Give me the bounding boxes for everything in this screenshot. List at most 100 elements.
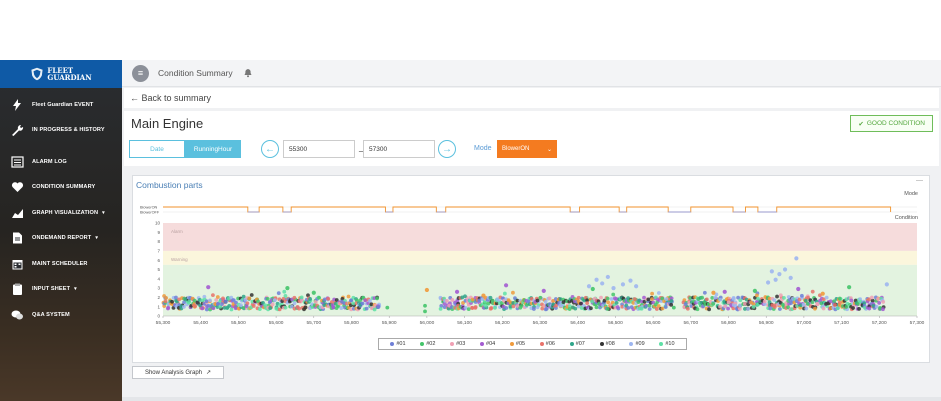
legend-item[interactable]: #04 — [480, 341, 495, 347]
list-icon — [10, 156, 24, 168]
data-point — [215, 305, 220, 309]
tab-running-hour[interactable]: RunningHour — [185, 140, 241, 158]
data-point — [609, 297, 614, 301]
data-point — [360, 301, 365, 306]
sidebar-item-condition-summary[interactable]: CONDITION SUMMARY — [0, 175, 122, 201]
data-point — [767, 300, 772, 305]
legend-item[interactable]: #06 — [539, 341, 555, 347]
data-point — [292, 301, 297, 306]
data-point — [606, 300, 610, 305]
legend-item[interactable]: #07 — [569, 341, 585, 347]
data-point — [620, 282, 626, 287]
x-tick-label: 56,500 — [608, 320, 623, 326]
data-point — [647, 307, 652, 311]
x-tick-label: 56,400 — [570, 320, 585, 326]
data-point — [639, 306, 644, 311]
legend-swatch — [420, 342, 425, 346]
data-point — [257, 307, 262, 311]
x-tick-label: 55,300 — [156, 320, 171, 326]
sidebar-item-maint-scheduler[interactable]: MAINT SCHEDULER — [0, 251, 122, 277]
data-point — [326, 296, 331, 301]
data-point — [660, 306, 665, 311]
data-point — [249, 293, 254, 297]
data-point — [317, 295, 321, 300]
data-point — [473, 305, 478, 310]
data-point — [519, 303, 524, 308]
range-to-input[interactable] — [363, 140, 435, 158]
y-tick-label: 7 — [157, 249, 160, 254]
data-point — [722, 289, 727, 294]
data-point — [756, 296, 760, 301]
sidebar-item-graph-visualization[interactable]: GRAPH VISUALIZATION ▾ — [0, 200, 122, 226]
data-point — [368, 298, 372, 303]
data-point — [835, 306, 840, 311]
data-point — [244, 304, 249, 309]
data-point — [270, 302, 275, 307]
legend-item[interactable]: #10 — [659, 341, 675, 347]
sidebar-item-alarm-log[interactable]: ALARM LOG — [0, 149, 122, 175]
data-point — [867, 306, 872, 311]
data-point — [605, 306, 610, 311]
data-point — [743, 307, 747, 311]
prev-range-button[interactable]: ← — [261, 140, 279, 158]
data-point — [376, 305, 381, 309]
legend-item[interactable]: #05 — [509, 341, 525, 347]
data-point — [881, 307, 885, 312]
data-point — [685, 306, 690, 311]
sidebar-item-input-sheet[interactable]: INPUT SHEET ▾ — [0, 277, 122, 303]
data-point — [544, 306, 549, 311]
heartbeat-icon — [10, 181, 24, 193]
sidebar-item-fleet-guardian-event[interactable]: Fleet Guardian EVENT — [0, 92, 122, 118]
legend-item[interactable]: #08 — [599, 341, 615, 347]
y-tick-label: 5 — [157, 267, 160, 272]
bell-icon[interactable] — [243, 68, 253, 78]
sidebar-item-ondemand-report[interactable]: ONDEMAND REPORT ▾ — [0, 226, 122, 252]
minimize-button[interactable]: — — [916, 177, 923, 184]
legend-label: #04 — [486, 341, 496, 347]
sidebar-item-q-a-system[interactable]: Q&A SYSTEM — [0, 302, 122, 328]
condition-status-button[interactable]: ✔ GOOD CONDITION — [850, 115, 933, 132]
range-from-input[interactable] — [283, 140, 355, 158]
mode-state-label: BlowerON — [140, 206, 158, 210]
data-point — [494, 301, 499, 306]
data-point — [832, 303, 837, 307]
x-tick-label: 55,600 — [269, 320, 284, 326]
x-tick-label: 57,300 — [910, 320, 925, 326]
data-point — [777, 307, 782, 311]
mode-select[interactable]: BlowerON ⌄ — [497, 140, 557, 158]
data-point — [803, 298, 808, 303]
legend-item[interactable]: #02 — [420, 341, 435, 347]
sidebar-item-label: ALARM LOG — [32, 158, 67, 165]
data-point — [445, 299, 449, 303]
back-to-summary-link[interactable]: ← Back to summary — [124, 88, 939, 108]
menu-toggle-button[interactable]: ≡ — [132, 64, 149, 82]
data-point — [874, 304, 879, 309]
sidebar-item-label: Fleet Guardian EVENT — [32, 101, 94, 108]
tab-date[interactable]: Date — [129, 140, 185, 158]
data-point — [752, 288, 757, 293]
data-point — [650, 291, 654, 296]
legend-item[interactable]: #01 — [390, 341, 406, 347]
x-tick-label: 55,800 — [344, 320, 359, 326]
data-point — [589, 306, 593, 311]
data-point — [493, 305, 497, 310]
mode-state-label: BlowerOFF — [140, 211, 160, 215]
data-point — [531, 307, 536, 311]
brand-logo[interactable]: FLEET GUARDIAN — [0, 60, 122, 88]
next-range-button[interactable]: → — [438, 140, 456, 158]
data-point — [297, 306, 301, 311]
data-point — [801, 302, 806, 307]
legend-item[interactable]: #03 — [450, 341, 465, 347]
data-point — [585, 301, 590, 306]
legend-swatch — [539, 342, 544, 346]
x-tick-label: 55,400 — [193, 320, 208, 326]
data-point — [554, 303, 558, 308]
data-point — [166, 306, 170, 311]
legend-item[interactable]: #09 — [629, 341, 645, 347]
show-analysis-graph-button[interactable]: Show Analysis Graph ↗ — [132, 366, 224, 379]
main-content: ← Back to summary Main Engine ✔ GOOD CON… — [122, 87, 941, 401]
sidebar-item-in-progress-history[interactable]: IN PROGRESS & HISTORY — [0, 118, 122, 144]
data-point — [654, 307, 659, 311]
data-point — [369, 302, 374, 307]
data-point — [683, 302, 688, 307]
